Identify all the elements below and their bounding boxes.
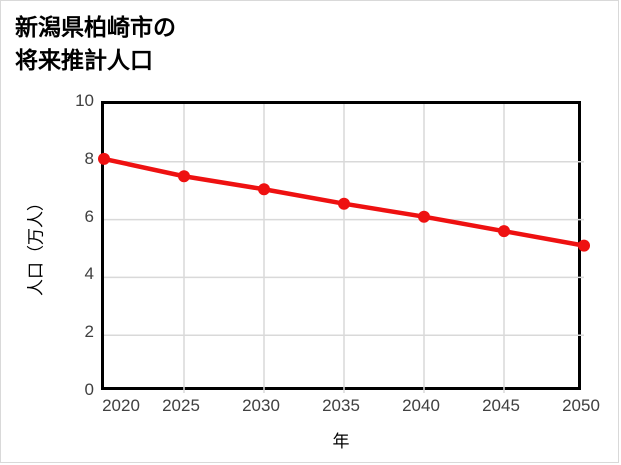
x-tick-label-2050: 2050 [562,396,600,415]
chart-title-line-1: 新潟県柏崎市の [15,14,176,40]
y-tick-label-8: 8 [84,148,94,168]
chart-title-line-2: 将来推計人口 [15,47,153,73]
data-point-2045 [498,225,510,238]
x-axis-title: 年 [332,432,350,451]
chart-title: 新潟県柏崎市の 将来推計人口 [15,11,176,77]
x-tick-label-2025: 2025 [162,396,200,415]
x-tick-label-2030: 2030 [242,396,280,415]
y-tick-label-4: 4 [84,264,94,284]
x-tick-label-2035: 2035 [322,396,360,415]
data-point-2030 [258,183,270,196]
y-axis-title: 人口（万人） [26,194,46,296]
data-point-2050 [578,239,590,252]
plot-area [98,101,590,393]
data-point-2040 [418,210,430,223]
x-tick-label-2045: 2045 [482,396,520,415]
data-point-2020 [98,152,110,165]
data-point-2025 [178,170,190,183]
data-point-2035 [338,197,350,210]
y-tick-label-10: 10 [75,91,94,110]
y-tick-label-6: 6 [84,206,94,226]
x-tick-label-2020: 2020 [102,396,140,415]
y-tick-label-0: 0 [84,380,94,399]
y-tick-label-2: 2 [84,322,94,342]
x-tick-label-2040: 2040 [402,396,440,415]
line-chart-svg [98,104,590,393]
